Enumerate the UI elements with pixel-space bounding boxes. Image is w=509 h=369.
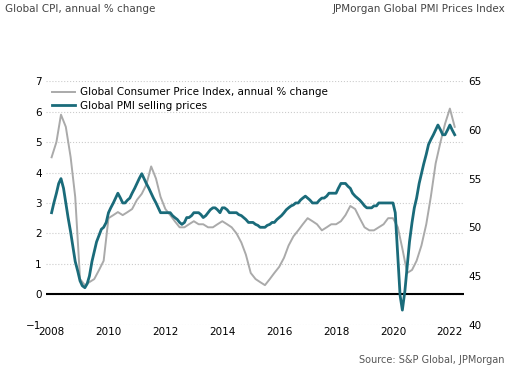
Global Consumer Price Index, annual % change — [68, 155, 74, 159]
Global PMI selling prices — [122, 201, 128, 205]
Global Consumer Price Index, annual % change — [361, 225, 367, 230]
Global PMI selling prices — [389, 201, 395, 205]
Global Consumer Price Index, annual % change — [451, 125, 457, 129]
Global Consumer Price Index, annual % change — [394, 225, 400, 230]
Global Consumer Price Index, annual % change — [58, 113, 64, 117]
Global PMI selling prices — [451, 132, 457, 137]
Text: Global CPI, annual % change: Global CPI, annual % change — [5, 4, 155, 14]
Line: Global PMI selling prices: Global PMI selling prices — [51, 125, 454, 310]
Global Consumer Price Index, annual % change — [446, 106, 452, 111]
Line: Global Consumer Price Index, annual % change: Global Consumer Price Index, annual % ch… — [51, 108, 454, 285]
Legend: Global Consumer Price Index, annual % change, Global PMI selling prices: Global Consumer Price Index, annual % ch… — [48, 83, 332, 115]
Global PMI selling prices — [299, 196, 305, 200]
Global PMI selling prices — [285, 206, 291, 210]
Global PMI selling prices — [330, 191, 336, 196]
Global Consumer Price Index, annual % change — [247, 271, 253, 275]
Global PMI selling prices — [399, 308, 405, 312]
Text: Source: S&P Global, JPMorgan: Source: S&P Global, JPMorgan — [359, 355, 504, 365]
Global Consumer Price Index, annual % change — [48, 155, 54, 159]
Global Consumer Price Index, annual % change — [81, 283, 88, 287]
Global PMI selling prices — [410, 206, 416, 210]
Global Consumer Price Index, annual % change — [96, 268, 102, 272]
Global PMI selling prices — [48, 210, 54, 215]
Global PMI selling prices — [434, 123, 440, 127]
Text: JPMorgan Global PMI Prices Index: JPMorgan Global PMI Prices Index — [331, 4, 504, 14]
